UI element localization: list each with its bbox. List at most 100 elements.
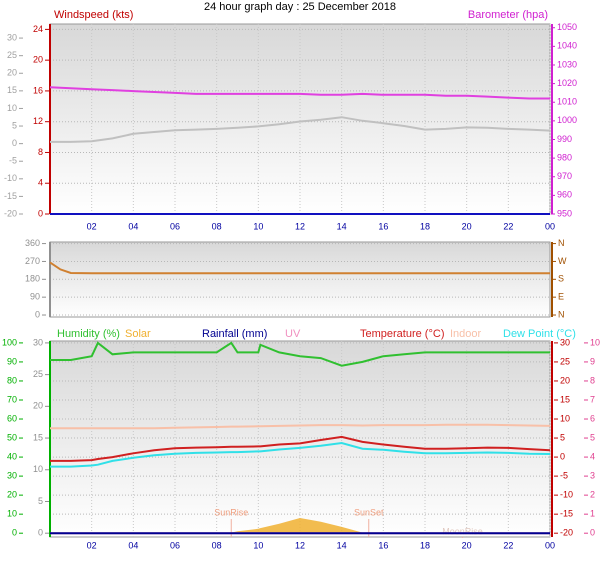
legend-entry: UV xyxy=(285,328,301,340)
y-tick-label: 4 xyxy=(38,178,43,188)
y2-tick-label: 5 xyxy=(38,496,43,506)
page-title: 24 hour graph day : 25 December 2018 xyxy=(204,1,396,13)
y4-tick-label: 5 xyxy=(590,432,595,442)
x-tick-label: 10 xyxy=(253,221,263,231)
y3-tick-label: -15 xyxy=(560,509,573,519)
y-tick-label: 0 xyxy=(35,309,40,319)
legend-entry: Indoor xyxy=(450,328,482,340)
y-tick-label: 70 xyxy=(7,394,17,404)
y2-tick-label: 0 xyxy=(38,528,43,538)
x-tick-label: 22 xyxy=(503,540,513,550)
x-tick-label: 14 xyxy=(337,540,347,550)
y-tick-label: 0 xyxy=(12,528,17,538)
x-tick-label: 08 xyxy=(212,540,222,550)
y2-tick-label: N xyxy=(558,238,565,248)
y2-tick-label: 970 xyxy=(557,171,572,181)
y2-tick-label: 15 xyxy=(33,432,43,442)
y-tick-label: 24 xyxy=(33,24,43,34)
y-tick-label: 100 xyxy=(2,337,17,347)
y4-tick-label: 10 xyxy=(590,337,600,347)
annotation: MoonRise xyxy=(442,526,483,536)
series-area xyxy=(50,518,550,534)
y-tick-label: 360 xyxy=(25,238,40,248)
y2-tick-label: 10 xyxy=(33,464,43,474)
y-tick-label: 50 xyxy=(7,432,17,442)
y-tick-label: 40 xyxy=(7,451,17,461)
x-tick-label: 18 xyxy=(420,540,430,550)
legend-entry: Solar xyxy=(125,328,151,340)
y2-tick-label: 950 xyxy=(557,208,572,218)
y4-tick-label: 2 xyxy=(590,490,595,500)
series-line xyxy=(49,261,550,275)
y-tick-label: 10 xyxy=(7,509,17,519)
y2-tick-label: 980 xyxy=(557,152,572,162)
series-line xyxy=(50,423,551,430)
series-line xyxy=(49,86,550,100)
y3-tick-label: 30 xyxy=(7,32,17,42)
plot-area xyxy=(49,340,551,538)
y-tick-label: 60 xyxy=(7,413,17,423)
y2-tick-label: 20 xyxy=(33,401,43,411)
y3-tick-label: -10 xyxy=(560,490,573,500)
y2-tick-label: 990 xyxy=(557,134,572,144)
series-line xyxy=(50,435,551,462)
y4-tick-label: 0 xyxy=(590,528,595,538)
y4-tick-label: 9 xyxy=(590,356,595,366)
y2-axis-title: Barometer (hpa) xyxy=(468,9,548,21)
x-tick-label: 08 xyxy=(212,221,222,231)
y3-tick-label: 15 xyxy=(560,394,570,404)
y3-tick-label: -10 xyxy=(4,173,17,183)
x-tick-label: 04 xyxy=(128,540,138,550)
y2-tick-label: 25 xyxy=(33,369,43,379)
x-tick-label: 18 xyxy=(420,221,430,231)
y3-tick-label: 15 xyxy=(7,85,17,95)
y2-tick-label: 960 xyxy=(557,190,572,200)
y2-tick-label: 30 xyxy=(33,337,43,347)
y3-tick-label: -5 xyxy=(560,470,568,480)
y4-tick-label: 3 xyxy=(590,470,595,480)
x-tick-label: 12 xyxy=(295,221,305,231)
y3-tick-label: -20 xyxy=(560,528,573,538)
plot-area xyxy=(49,23,551,215)
legend-entry: Humidity (%) xyxy=(57,328,120,340)
y3-tick-label: 20 xyxy=(7,68,17,78)
y2-tick-label: S xyxy=(558,274,564,284)
x-tick-label: 22 xyxy=(503,221,513,231)
y-tick-label: 12 xyxy=(33,116,43,126)
y4-tick-label: 8 xyxy=(590,375,595,385)
y2-tick-label: 1010 xyxy=(557,97,577,107)
y2-tick-label: W xyxy=(558,256,567,266)
x-tick-label: 06 xyxy=(170,221,180,231)
y-tick-label: 0 xyxy=(38,208,43,218)
annotation: SunSet xyxy=(354,507,384,517)
x-tick-label: 02 xyxy=(87,221,97,231)
y3-tick-label: 20 xyxy=(560,375,570,385)
y-axis-title: Windspeed (kts) xyxy=(54,9,133,21)
x-tick-label: 06 xyxy=(170,540,180,550)
y3-tick-label: 5 xyxy=(12,120,17,130)
y3-tick-label: 0 xyxy=(560,451,565,461)
y2-tick-label: 1040 xyxy=(557,41,577,51)
y-tick-label: 270 xyxy=(25,256,40,266)
y3-tick-label: -5 xyxy=(9,156,17,166)
y4-tick-label: 6 xyxy=(590,413,595,423)
y3-tick-label: 25 xyxy=(7,50,17,60)
y2-tick-label: 1030 xyxy=(557,59,577,69)
x-tick-label: 00 xyxy=(545,221,555,231)
annotation: SunRise xyxy=(214,507,248,517)
y3-tick-label: 25 xyxy=(560,356,570,366)
y-tick-label: 80 xyxy=(7,375,17,385)
y-tick-label: 8 xyxy=(38,147,43,157)
y-tick-label: 90 xyxy=(30,292,40,302)
y3-tick-label: -20 xyxy=(4,208,17,218)
y-tick-label: 180 xyxy=(25,274,40,284)
x-tick-label: 10 xyxy=(253,540,263,550)
y-tick-label: 20 xyxy=(7,490,17,500)
y3-tick-label: 5 xyxy=(560,432,565,442)
y3-tick-label: -15 xyxy=(4,191,17,201)
y2-tick-label: 1020 xyxy=(557,78,577,88)
x-tick-label: 14 xyxy=(337,221,347,231)
y-tick-label: 90 xyxy=(7,356,17,366)
y2-tick-label: 1000 xyxy=(557,115,577,125)
